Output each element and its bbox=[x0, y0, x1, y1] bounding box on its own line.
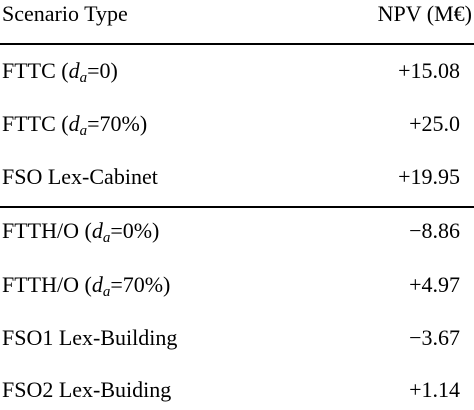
header-scenario-type: Scenario Type bbox=[2, 1, 128, 26]
scenario-cell: FTTH/O (da=0%) bbox=[2, 218, 160, 246]
npv-cell: +1.14 bbox=[409, 377, 460, 402]
scenario-cell: FSO Lex-Cabinet bbox=[2, 164, 158, 189]
npv-cell: −8.86 bbox=[409, 218, 460, 243]
table-row: FSO1 Lex-Building −3.67 bbox=[0, 318, 474, 358]
table-row: FTTH/O (da=0%) −8.86 bbox=[0, 211, 474, 251]
table-row: FTTH/O (da=70%) +4.97 bbox=[0, 265, 474, 305]
scenario-cell: FSO1 Lex-Building bbox=[2, 325, 178, 350]
header-npv: NPV (M€) bbox=[377, 1, 472, 26]
npv-cell: +15.08 bbox=[398, 58, 460, 83]
scenario-cell: FTTC (da=0) bbox=[2, 58, 118, 86]
table-row: FTTC (da=70%) +25.0 bbox=[0, 104, 474, 144]
npv-cell: +25.0 bbox=[409, 111, 460, 136]
npv-cell: +19.95 bbox=[398, 164, 460, 189]
header-rule bbox=[0, 43, 474, 45]
scenario-cell: FTTC (da=70%) bbox=[2, 111, 148, 139]
table-row: FSO2 Lex-Buiding +1.14 bbox=[0, 370, 474, 410]
npv-cell: −3.67 bbox=[409, 325, 460, 350]
table-row: FSO Lex-Cabinet +19.95 bbox=[0, 157, 474, 197]
scenario-cell: FSO2 Lex-Buiding bbox=[2, 377, 172, 402]
group-rule bbox=[0, 206, 474, 208]
table-row: FTTC (da=0) +15.08 bbox=[0, 51, 474, 91]
table-header-row: Scenario Type NPV (M€) bbox=[0, 0, 474, 34]
npv-cell: +4.97 bbox=[409, 272, 460, 297]
scenario-cell: FTTH/O (da=70%) bbox=[2, 272, 171, 300]
